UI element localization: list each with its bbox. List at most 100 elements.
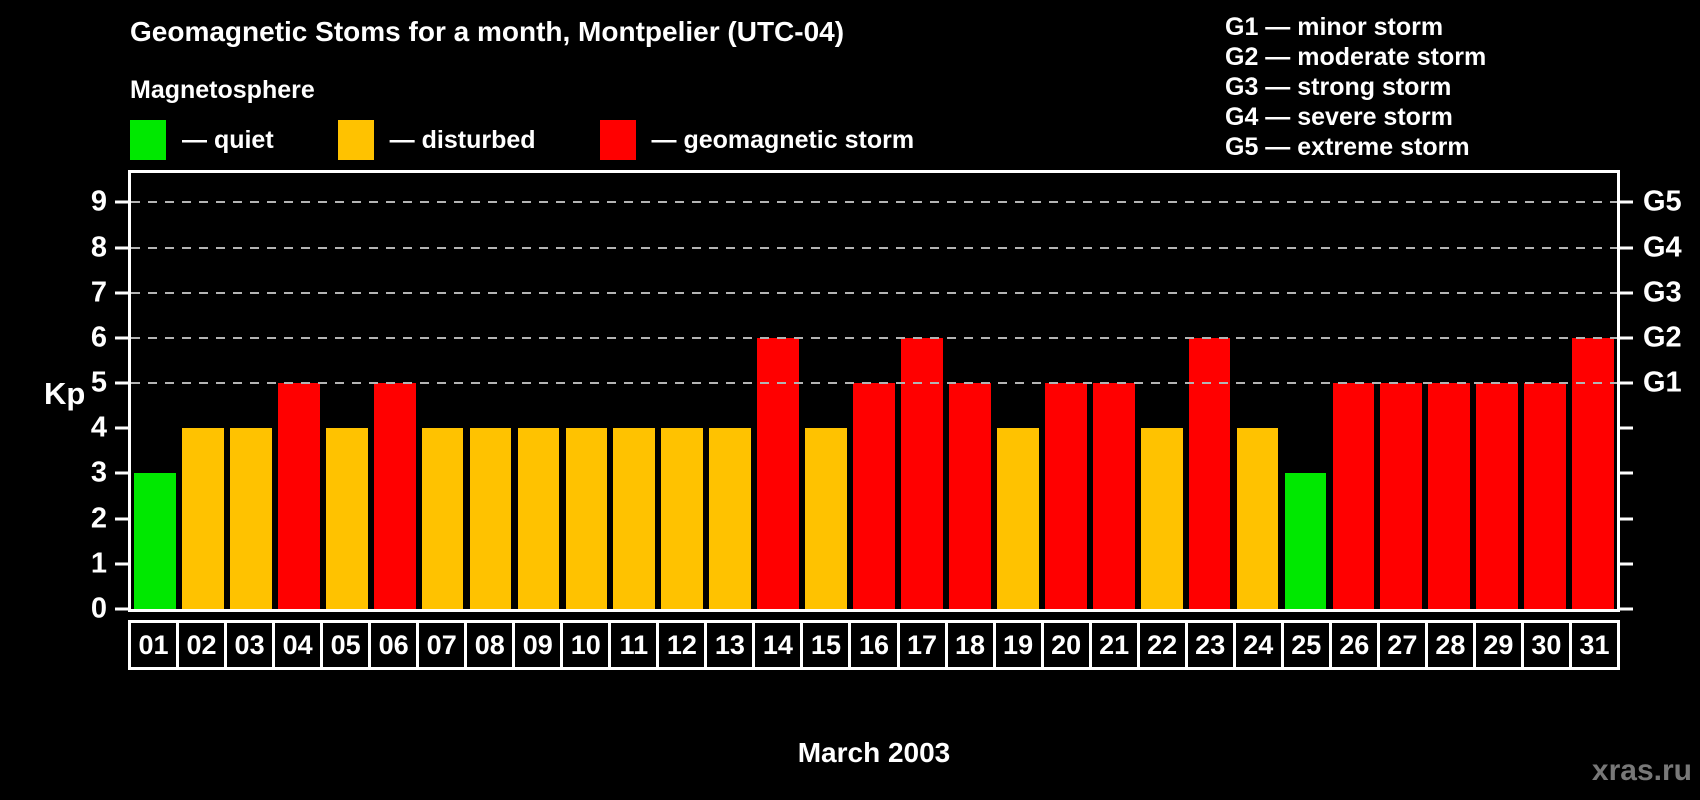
day-label-08: 08 <box>464 620 516 670</box>
y-tick-right-2 <box>1620 517 1633 521</box>
bar-day-15 <box>805 428 847 609</box>
y-tick-left-5 <box>115 381 128 385</box>
bar-slot-31 <box>1569 173 1617 609</box>
y-tick-left-3 <box>115 471 128 475</box>
day-label-20: 20 <box>1040 620 1092 670</box>
bar-slot-06 <box>371 173 419 609</box>
day-label-05: 05 <box>320 620 372 670</box>
y-tick-left-6 <box>115 336 128 340</box>
bar-day-27 <box>1380 383 1423 609</box>
bar-day-21 <box>1092 383 1135 609</box>
y-tick-left-1 <box>115 562 128 566</box>
bar-day-09 <box>517 428 560 609</box>
bar-slot-28 <box>1425 173 1473 609</box>
y-tick-label-8: 8 <box>90 231 107 264</box>
bars-container <box>131 173 1617 609</box>
g-scale-label-g1: G1 <box>1643 366 1682 399</box>
day-label-27: 27 <box>1376 620 1428 670</box>
day-label-03: 03 <box>224 620 276 670</box>
bar-day-17 <box>901 337 943 609</box>
bar-day-01 <box>134 473 176 609</box>
watermark: xras.ru <box>1591 754 1692 787</box>
y-tick-right-1 <box>1620 562 1633 566</box>
legend-items: — quiet — disturbed — geomagnetic storm <box>130 120 978 160</box>
y-tick-label-1: 1 <box>90 547 107 580</box>
bar-day-14 <box>757 337 799 609</box>
storm-scale-line-3: G3 — strong storm <box>1225 73 1452 101</box>
bar-slot-04 <box>275 173 323 609</box>
bar-day-22 <box>1140 428 1183 609</box>
day-label-24: 24 <box>1232 620 1284 670</box>
day-label-10: 10 <box>560 620 612 670</box>
bar-day-04 <box>277 383 320 609</box>
bar-slot-18 <box>946 173 994 609</box>
g-scale-label-g5: G5 <box>1643 185 1682 218</box>
legend-item-disturbed: — disturbed <box>337 120 536 160</box>
x-axis-title: March 2003 <box>797 737 951 768</box>
bar-day-23 <box>1188 337 1231 609</box>
g-scale-label-g2: G2 <box>1643 321 1682 354</box>
bar-day-20 <box>1044 383 1087 609</box>
day-label-30: 30 <box>1520 620 1572 670</box>
y-tick-right-9 <box>1620 200 1633 204</box>
legend-swatch-quiet <box>130 120 166 160</box>
y-tick-right-0 <box>1620 607 1633 611</box>
storm-scale: G1 — minor storm G2 — moderate storm G3 — … <box>1225 12 1486 162</box>
y-tick-right-8 <box>1620 246 1633 250</box>
y-tick-label-2: 2 <box>90 502 107 535</box>
day-label-31: 31 <box>1568 620 1620 670</box>
bar-day-30 <box>1524 383 1566 609</box>
day-label-19: 19 <box>992 620 1044 670</box>
bar-slot-09 <box>515 173 563 609</box>
y-tick-left-9 <box>115 200 128 204</box>
bar-slot-20 <box>1042 173 1090 609</box>
legend-item-quiet: — quiet <box>130 120 274 160</box>
gridline-kp-6 <box>131 336 1617 339</box>
bar-day-10 <box>565 428 608 609</box>
bar-day-07 <box>421 428 464 609</box>
day-label-15: 15 <box>800 620 852 670</box>
y-tick-label-9: 9 <box>90 185 107 218</box>
day-label-02: 02 <box>176 620 228 670</box>
storm-scale-line-2: G2 — moderate storm <box>1225 43 1487 71</box>
bar-slot-03 <box>227 173 275 609</box>
x-axis-day-row: 01 02 03 04 05 06 07 08 09 10 11 12 13 14 15 16 17 18 19 20… <box>128 620 1620 670</box>
bar-slot-01 <box>131 173 179 609</box>
bar-slot-27 <box>1377 173 1425 609</box>
bar-day-05 <box>325 428 368 609</box>
bar-slot-14 <box>754 173 802 609</box>
bar-day-08 <box>469 428 512 609</box>
y-tick-left-8 <box>115 246 128 250</box>
day-label-04: 04 <box>272 620 324 670</box>
bar-day-19 <box>996 428 1039 609</box>
y-tick-right-7 <box>1620 291 1633 295</box>
bar-slot-16 <box>850 173 898 609</box>
day-label-23: 23 <box>1184 620 1236 670</box>
bar-day-11 <box>613 428 656 609</box>
day-label-25: 25 <box>1280 620 1332 670</box>
bar-day-26 <box>1332 383 1375 609</box>
bar-slot-26 <box>1329 173 1377 609</box>
gridline-kp-9 <box>131 201 1617 204</box>
legend-swatch-disturbed <box>337 120 374 160</box>
bar-day-18 <box>949 383 991 609</box>
bar-slot-05 <box>323 173 371 609</box>
bar-day-03 <box>229 428 272 609</box>
bar-slot-23 <box>1186 173 1234 609</box>
bar-slot-19 <box>994 173 1042 609</box>
g-scale-label-g3: G3 <box>1643 276 1682 309</box>
day-label-21: 21 <box>1088 620 1140 670</box>
storm-scale-line-5: G5 — extreme storm <box>1225 133 1470 161</box>
bar-slot-29 <box>1473 173 1521 609</box>
bar-day-13 <box>709 428 752 609</box>
y-tick-right-6 <box>1620 336 1633 340</box>
legend-label-storm: — geomagnetic storm <box>651 125 915 154</box>
bar-slot-17 <box>898 173 946 609</box>
legend-label-disturbed: — disturbed <box>389 125 536 154</box>
bar-slot-07 <box>419 173 467 609</box>
bar-slot-12 <box>658 173 706 609</box>
gridline-kp-8 <box>131 246 1617 249</box>
day-label-07: 07 <box>416 620 468 670</box>
legend-label-quiet: — quiet <box>182 125 274 154</box>
